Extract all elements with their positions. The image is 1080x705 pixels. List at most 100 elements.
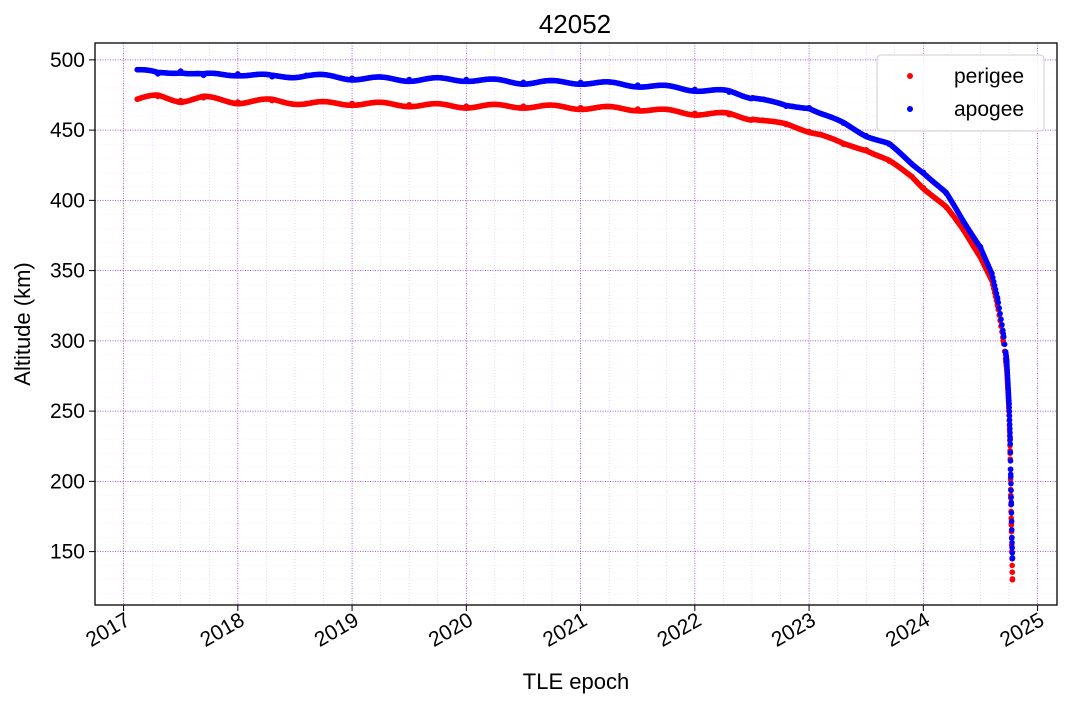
data-point <box>817 110 824 117</box>
data-point <box>134 66 141 73</box>
data-point <box>155 93 161 100</box>
data-point <box>997 310 1003 317</box>
data-point <box>692 86 698 93</box>
x-axis-label: TLE epoch <box>523 669 629 694</box>
legend-label-perigee: perigee <box>954 65 1024 88</box>
data-point <box>783 121 790 128</box>
data-point <box>726 89 732 95</box>
data-point <box>996 305 1002 311</box>
data-point <box>235 71 241 77</box>
y-tick-label: 250 <box>50 400 85 423</box>
data-point <box>863 132 869 139</box>
data-point <box>303 72 310 79</box>
data-point <box>134 96 141 102</box>
data-point <box>1009 569 1016 575</box>
data-point <box>1009 534 1015 541</box>
data-point <box>269 97 275 104</box>
data-point <box>349 100 355 107</box>
data-point <box>1006 408 1013 415</box>
y-axis-label: Altitude (km) <box>10 262 35 385</box>
data-point <box>909 161 915 167</box>
data-point <box>1007 441 1014 447</box>
data-point <box>1009 562 1015 569</box>
series-apogee <box>134 66 1016 562</box>
data-point <box>577 79 584 86</box>
data-point <box>155 71 161 77</box>
data-point <box>1009 576 1016 583</box>
data-point <box>349 75 355 81</box>
data-point <box>840 120 847 126</box>
data-point <box>463 76 470 83</box>
data-point <box>1008 480 1014 487</box>
data-point <box>1006 421 1013 428</box>
data-point <box>520 103 527 110</box>
data-point <box>235 99 241 105</box>
data-point <box>1000 331 1007 337</box>
data-point <box>806 104 812 111</box>
data-point <box>943 190 949 197</box>
data-point <box>886 158 892 164</box>
data-point <box>783 103 790 110</box>
legend-marker-apogee <box>907 106 913 112</box>
data-point <box>634 82 641 88</box>
data-point <box>1007 458 1014 464</box>
data-point <box>1001 341 1008 348</box>
data-point <box>817 131 824 138</box>
data-point <box>840 141 847 147</box>
data-point <box>999 321 1005 328</box>
y-tick-label: 400 <box>50 189 85 212</box>
data-point <box>1008 494 1015 500</box>
legend-marker-perigee <box>907 73 913 79</box>
data-series <box>134 66 1016 583</box>
data-point <box>994 295 1001 302</box>
data-point <box>886 141 892 147</box>
y-tick-label: 200 <box>50 470 85 493</box>
data-point <box>200 94 207 101</box>
data-point <box>1003 359 1010 365</box>
data-point <box>177 97 184 104</box>
data-point <box>1007 471 1014 478</box>
data-point <box>1006 401 1012 407</box>
data-point <box>909 173 915 180</box>
data-point <box>806 128 812 135</box>
data-point <box>760 96 767 102</box>
data-point <box>1006 413 1013 419</box>
data-point <box>1008 487 1014 494</box>
data-point <box>1009 539 1015 546</box>
data-point <box>989 270 995 277</box>
data-point <box>1009 544 1015 551</box>
data-point <box>726 111 732 118</box>
data-point <box>943 204 949 211</box>
data-point <box>1008 526 1015 533</box>
data-point <box>200 72 207 79</box>
data-point <box>920 169 927 176</box>
plot-frame <box>94 42 1058 606</box>
data-point <box>960 218 967 225</box>
data-point <box>760 117 767 124</box>
data-point <box>977 243 984 250</box>
data-point <box>1009 555 1016 562</box>
legend[interactable]: perigee apogee <box>876 54 1045 132</box>
data-point <box>863 146 869 153</box>
data-point <box>577 104 584 111</box>
data-point <box>406 76 412 83</box>
data-point <box>998 316 1004 323</box>
data-point <box>920 184 927 191</box>
data-point <box>634 106 641 112</box>
data-point <box>269 73 275 80</box>
y-tick-label: 150 <box>50 541 85 564</box>
data-point <box>1009 550 1016 556</box>
data-point <box>1007 429 1013 436</box>
data-point <box>1007 466 1014 473</box>
data-point <box>303 100 310 107</box>
data-point <box>520 79 527 86</box>
data-point <box>177 68 184 74</box>
y-tick-label: 500 <box>50 49 85 72</box>
legend-label-apogee: apogee <box>954 98 1024 121</box>
data-point <box>692 110 698 117</box>
data-point <box>1007 436 1013 443</box>
y-tick-label: 300 <box>50 330 85 353</box>
data-point <box>1007 425 1013 432</box>
data-point <box>1008 510 1015 516</box>
